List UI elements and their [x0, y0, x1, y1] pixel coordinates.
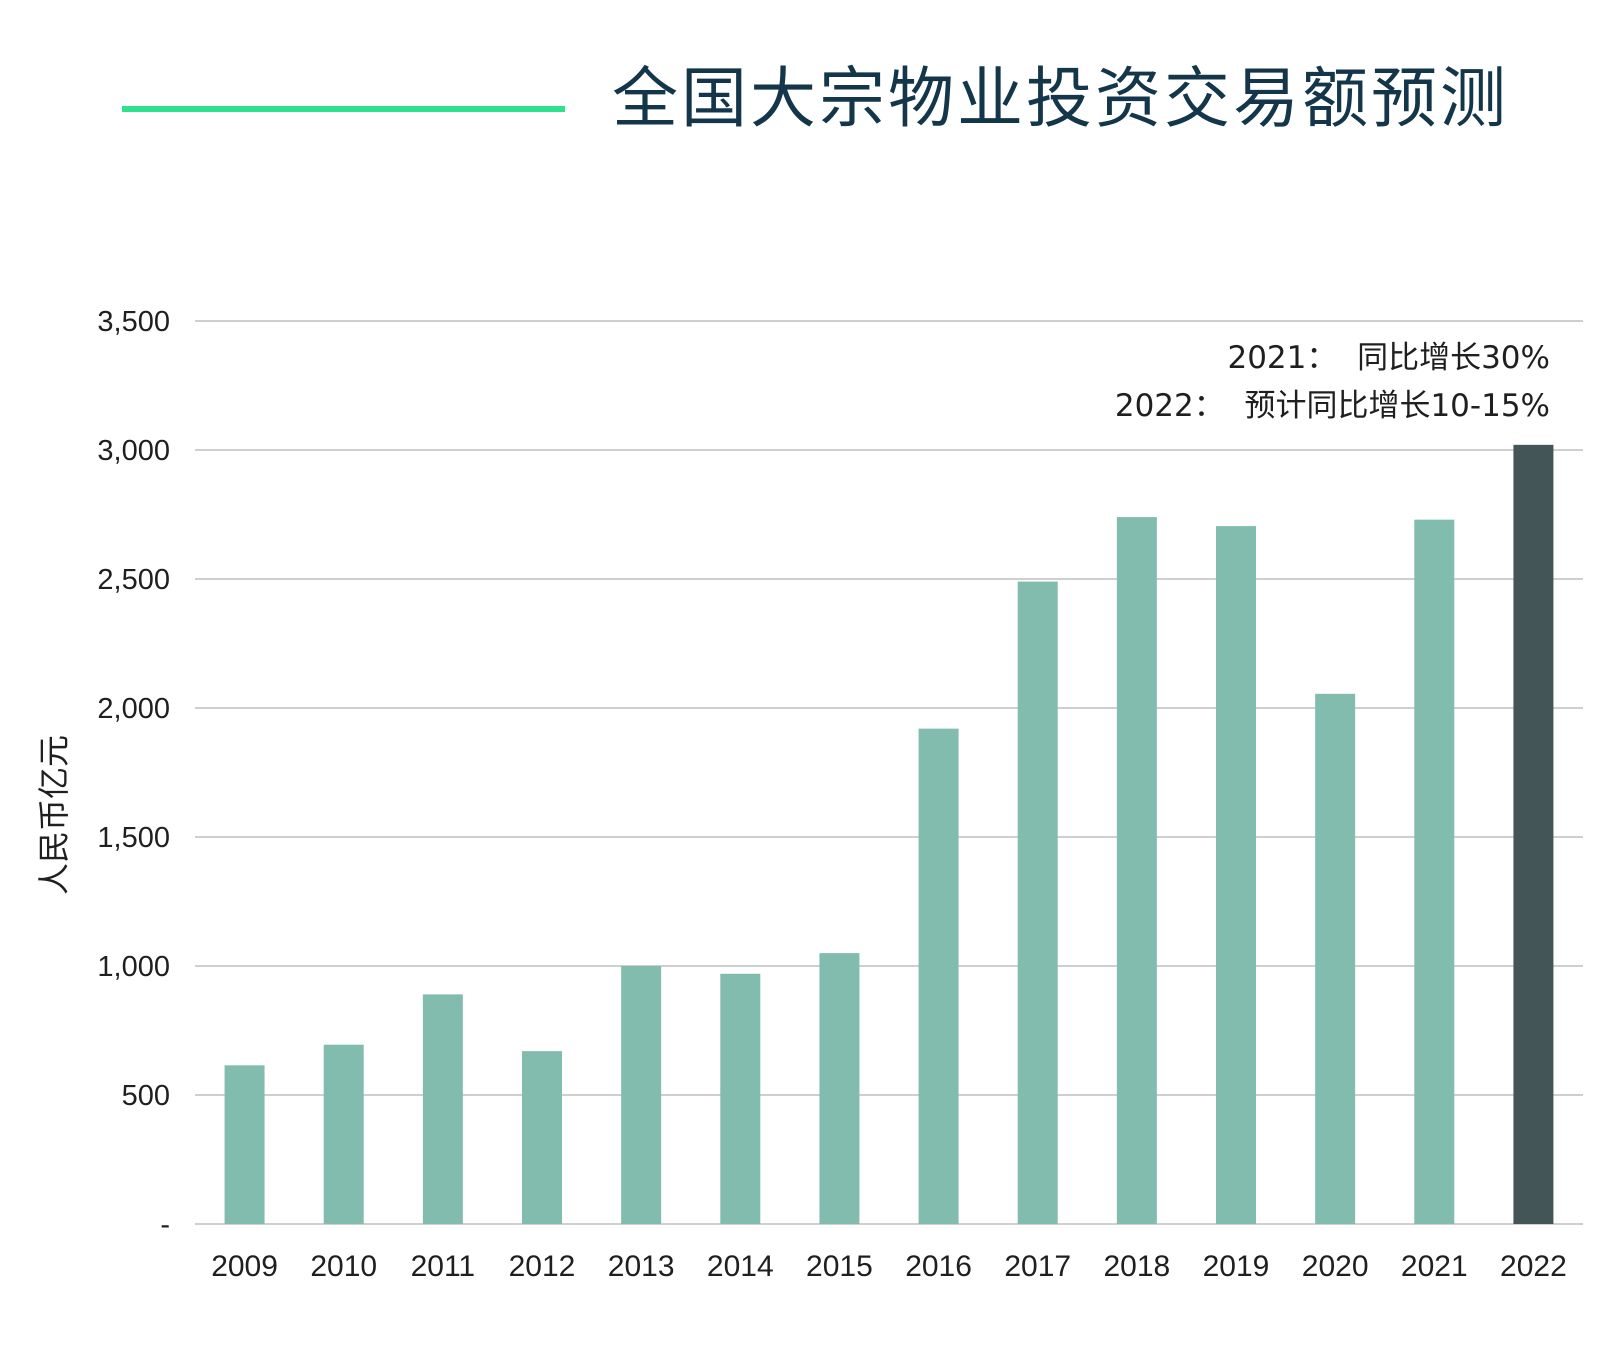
x-tick-label: 2012: [509, 1250, 576, 1283]
x-tick-label: 2020: [1302, 1250, 1369, 1283]
x-tick-label: 2011: [411, 1250, 476, 1283]
annotation-2021: 2021： 同比增长30%: [1227, 340, 1550, 376]
x-tick-label: 2009: [211, 1250, 278, 1283]
y-tick-label: 1,500: [97, 822, 170, 854]
y-tick-label: 3,000: [97, 435, 170, 467]
bar-2012: [522, 1051, 562, 1224]
x-tick-label: 2021: [1401, 1250, 1468, 1283]
bar-2009: [224, 1065, 265, 1224]
y-axis-label: 人民币亿元: [35, 734, 73, 896]
y-tick-label: 1,000: [97, 951, 170, 983]
y-tick-label: 2,000: [97, 693, 170, 725]
title-accent-line: [122, 106, 565, 112]
x-tick-label: 2022: [1500, 1250, 1567, 1283]
x-tick-label: 2013: [608, 1250, 675, 1283]
y-axis-ticks: - 500 1,000 1,500 2,000 2,500 3,000 3,500: [97, 306, 170, 1241]
y-tick-label: 500: [122, 1080, 170, 1112]
x-tick-label: 2016: [905, 1250, 972, 1283]
bar-2013: [621, 966, 662, 1224]
bar-2018: [1116, 517, 1157, 1224]
bar-2014: [720, 973, 761, 1224]
bar-2020: [1315, 693, 1356, 1224]
y-tick-label: 2,500: [97, 564, 170, 596]
x-tick-label: 2010: [310, 1250, 377, 1283]
bar-2017: [1017, 581, 1058, 1224]
bar-2022: [1513, 444, 1554, 1225]
y-tick-label: 3,500: [97, 306, 170, 338]
bars: [224, 444, 1554, 1225]
growth-annotations: 2021： 同比增长30% 2022： 预计同比增长10-15%: [1115, 334, 1550, 430]
bar-2016: [918, 728, 959, 1224]
x-tick-label: 2014: [707, 1250, 774, 1283]
y-tick-label: -: [160, 1209, 170, 1241]
x-axis-ticks: 2009 2010 2011 2012 2013 2014 2015 2016 2017 2018…: [211, 1250, 1567, 1283]
bar-2010: [323, 1044, 364, 1224]
page-title: 全国大宗物业投资交易额预测: [612, 60, 1509, 137]
bar-2019: [1216, 526, 1256, 1224]
bar-2015: [819, 953, 860, 1224]
bar-2021: [1414, 519, 1455, 1224]
x-tick-label: 2015: [806, 1250, 873, 1283]
bar-2011: [422, 994, 463, 1224]
gridlines: [195, 320, 1583, 1225]
annotation-2022: 2022： 预计同比增长10-15%: [1114, 388, 1550, 424]
x-tick-label: 2018: [1103, 1250, 1170, 1283]
x-tick-label: 2017: [1004, 1250, 1071, 1283]
x-tick-label: 2019: [1203, 1250, 1270, 1283]
